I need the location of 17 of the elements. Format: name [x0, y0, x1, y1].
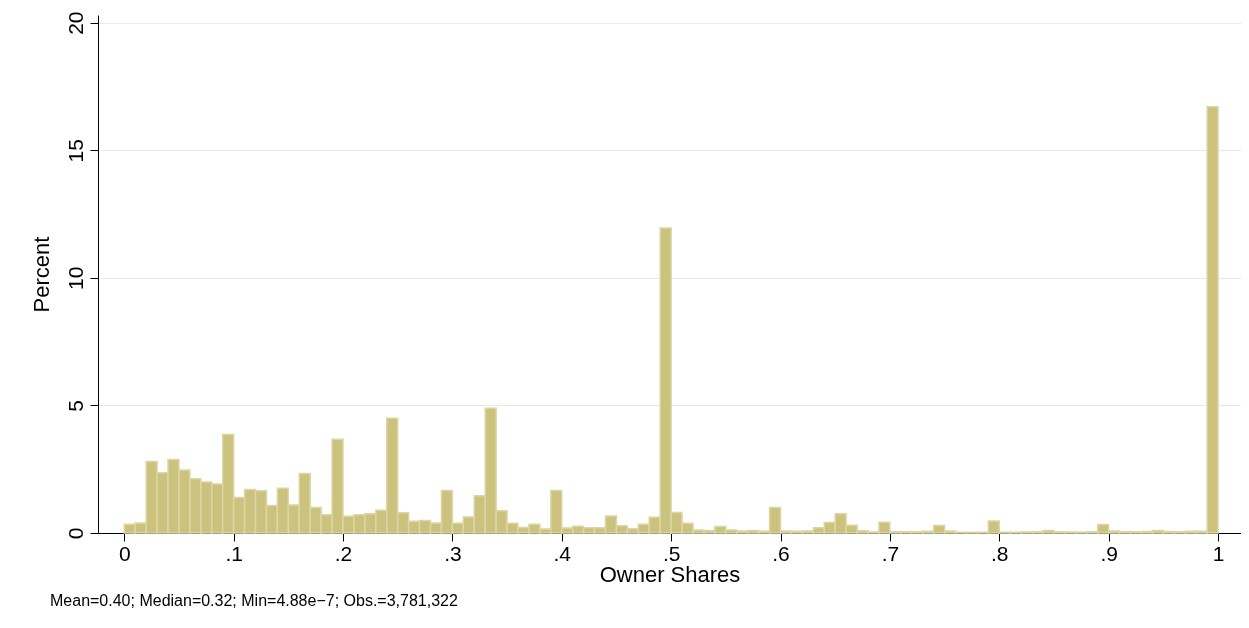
- x-tick-label: .1: [225, 541, 243, 565]
- text: Mean=0.40; Median=0.32; Min=4.88e−7; Obs.=3,781,322: [50, 592, 458, 609]
- x-tick-label: .2: [334, 541, 353, 565]
- y-tick-label: 15: [63, 139, 87, 163]
- x-tick-label: 0: [118, 541, 131, 565]
- y-axis-title: Percent: [28, 236, 54, 313]
- x-tick-label: .3: [444, 541, 462, 565]
- x-tick-label: 1: [1212, 541, 1225, 565]
- x-tick-label: .9: [1100, 541, 1118, 565]
- x-tick-label: .6: [772, 541, 790, 565]
- y-tick-label: 5: [63, 400, 87, 412]
- y-tick-label: 0: [63, 527, 87, 540]
- y-tick-label: 20: [63, 11, 87, 35]
- x-tick-label: .8: [991, 541, 1009, 565]
- x-tick-label: .4: [553, 541, 572, 565]
- y-tick-label: 10: [63, 266, 87, 291]
- x-tick-label: .7: [881, 541, 900, 565]
